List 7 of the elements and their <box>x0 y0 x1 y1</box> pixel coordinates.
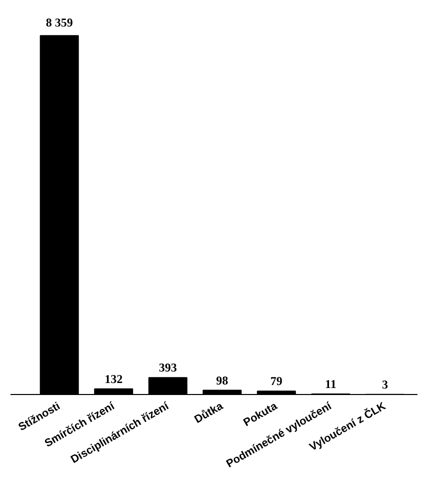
data-label: 98 <box>216 373 228 388</box>
data-label: 8 359 <box>46 16 73 30</box>
data-label: 393 <box>158 360 177 375</box>
data-label: 132 <box>104 372 123 386</box>
data-label: 79 <box>270 374 282 388</box>
data-label: 3 <box>382 377 388 392</box>
data-label: 11 <box>325 377 336 392</box>
